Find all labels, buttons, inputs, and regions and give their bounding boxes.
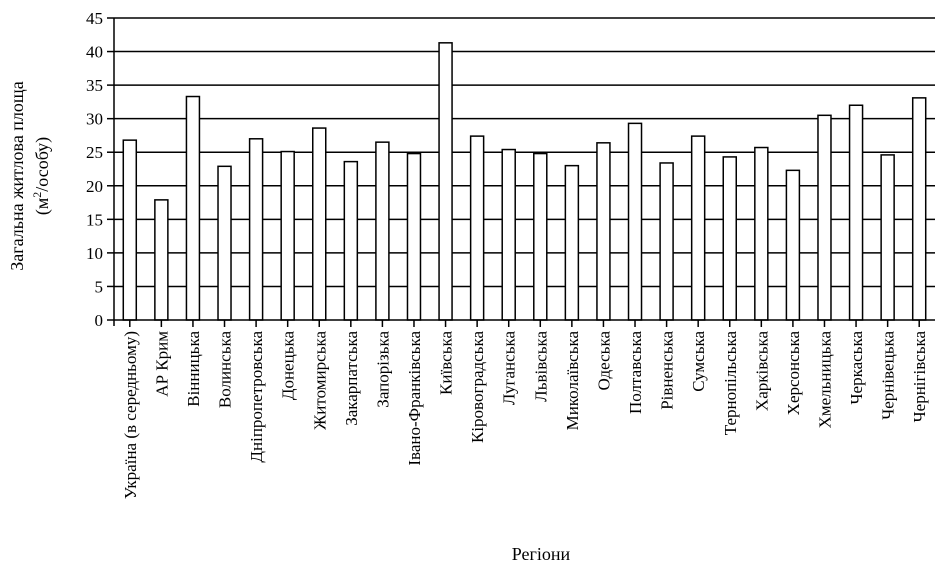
y-tick-label: 40 [86,43,103,62]
bar [627,122,643,321]
x-tick-label: Хмельницька [815,331,834,429]
x-tick-label: Житомирська [310,331,329,430]
x-tick-label: Херсонська [784,331,803,416]
bar [343,160,359,321]
y-axis-title-line2: (м2/особу) [30,137,53,215]
bar [754,146,769,321]
y-axis-title-per: /особу) [32,137,53,192]
x-tick-label: Україна (в середньому) [121,331,140,499]
bar [722,156,737,321]
x-tick-label: Рівненська [658,331,677,410]
x-tick-label: АР Крим [152,331,171,397]
x-tick-labels: Україна (в середньому) АР Крим Вінницька Во… [121,320,929,499]
x-tick-label: Волинська [216,331,235,409]
y-axis-title-sup: 2 [30,192,44,198]
y-tick-label: 30 [86,110,103,129]
x-tick-label: Полтавська [626,331,645,414]
bar [848,104,864,321]
y-tick-label: 45 [86,9,103,28]
x-tick-label: Тернопільська [721,331,740,436]
bar [659,162,674,321]
x-tick-label: Сумська [689,331,708,392]
bar [564,164,580,321]
bar [406,152,422,321]
y-tick-label: 15 [86,210,103,229]
bar [785,169,801,321]
bar [880,154,895,321]
x-tick-label: Запорізька [373,331,392,408]
bar [438,42,453,321]
x-tick-label: Чернігівська [910,331,929,423]
y-tick-labels: 0 5 10 15 20 25 30 35 40 45 [86,9,114,330]
x-tick-label: Харківська [752,331,771,412]
x-tick-label: Кіровоградська [468,331,487,443]
bar [596,142,611,321]
x-tick-label: Івано-Франківська [405,331,424,466]
x-tick-label: Київська [437,331,456,395]
bar [217,165,232,321]
bar [185,95,201,321]
y-tick-label: 35 [86,76,103,95]
x-tick-label: Чернівецька [879,331,898,420]
bar [280,150,295,321]
bar [248,138,264,321]
bar [501,148,516,321]
y-axis-title-unit: (м [32,198,53,215]
x-tick-label: Донецька [279,331,298,401]
x-tick-label: Дніпропетровська [247,331,266,463]
y-axis-title-line1: Загальна житлова площа [7,81,27,271]
x-tick-label: Одеська [594,331,613,391]
bars [122,42,927,321]
gridlines [114,17,935,288]
bar [533,152,548,321]
axes [113,18,935,326]
bar [312,127,327,321]
bar [154,199,169,321]
x-axis-title: Регіони [512,544,571,564]
y-tick-label: 25 [86,143,103,162]
y-tick-label: 10 [86,244,103,263]
bar [375,141,390,321]
y-tick-label: 20 [86,177,103,196]
x-tick-label: Закарпатська [342,331,361,426]
x-tick-label: Черкаська [847,331,866,405]
bar [690,135,706,321]
x-tick-label: Львівська [531,331,550,402]
bar [911,97,927,321]
x-tick-label: Луганська [500,331,519,406]
bar [469,135,485,321]
bar [817,114,832,321]
bar [122,139,138,321]
y-tick-label: 0 [95,311,104,330]
y-tick-label: 5 [95,277,104,296]
x-tick-label: Миколаївська [563,331,582,431]
x-tick-label: Вінницька [184,331,203,407]
